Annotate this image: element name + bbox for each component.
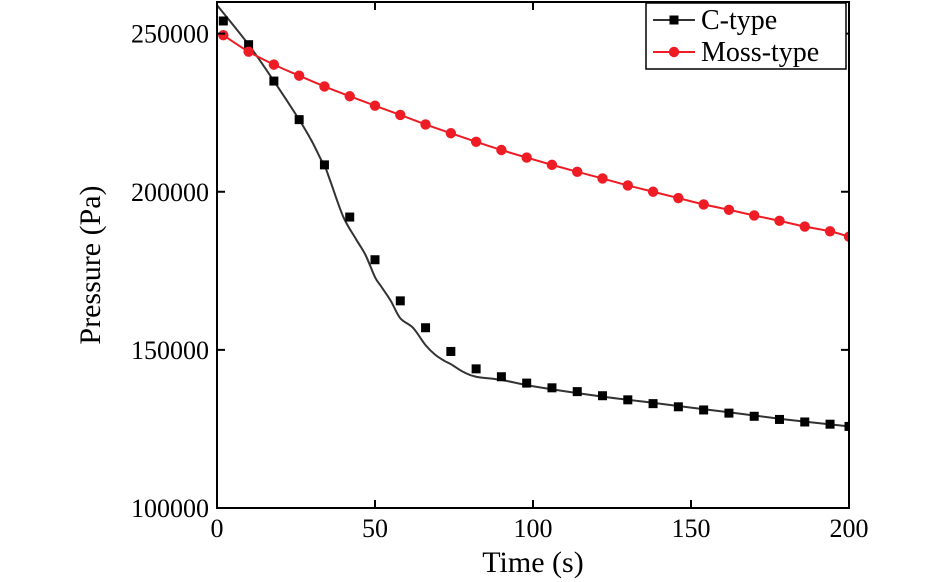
data-point: [647, 186, 659, 197]
data-point: [572, 387, 582, 397]
data-point: [496, 372, 506, 382]
legend-item-0: C-type: [653, 5, 777, 36]
data-point: [799, 221, 810, 232]
data-point: [294, 115, 304, 125]
legend-marker: [668, 46, 680, 58]
legend-box: [645, 2, 847, 70]
y-tick-label: 200000: [131, 178, 209, 207]
data-point: [496, 144, 507, 156]
data-point: [698, 199, 709, 210]
data-point: [421, 323, 431, 333]
x-tick-label: 100: [514, 514, 553, 543]
data-point: [243, 46, 254, 57]
data-point: [699, 405, 709, 415]
x-axis-title: Time (s): [482, 546, 583, 579]
data-point: [572, 166, 583, 178]
data-point: [648, 399, 658, 409]
data-point: [293, 70, 305, 81]
data-point: [420, 119, 431, 130]
data-point: [844, 421, 849, 431]
data-point: [800, 417, 810, 427]
data-point: [370, 255, 380, 265]
data-point: [749, 210, 760, 221]
data-point: [470, 136, 482, 147]
data-point: [369, 100, 381, 111]
data-point: [269, 76, 279, 86]
y-tick-label: 150000: [131, 336, 209, 365]
data-point: [344, 91, 355, 102]
data-point: [824, 226, 836, 237]
data-point: [597, 173, 608, 184]
data-point: [598, 391, 608, 401]
data-point: [623, 395, 633, 405]
series-0: [217, 4, 849, 431]
data-point: [825, 419, 835, 429]
data-point: [268, 59, 280, 70]
data-point: [673, 192, 684, 204]
x-tick-label: 50: [362, 514, 388, 543]
data-point: [395, 109, 406, 121]
data-point: [319, 81, 330, 92]
data-point: [546, 159, 558, 171]
data-point: [345, 212, 355, 222]
data-point: [723, 204, 735, 215]
x-tick-label: 0: [211, 514, 224, 543]
y-tick-label: 250000: [131, 20, 209, 49]
legend-item-1: Moss-type: [653, 37, 819, 68]
data-point: [843, 231, 849, 242]
data-point: [547, 383, 557, 393]
data-point: [749, 411, 759, 421]
data-point: [522, 378, 532, 388]
x-tick-label: 200: [830, 514, 869, 543]
data-point: [445, 128, 457, 139]
x-tick-label: 150: [672, 514, 711, 543]
legend-label: Moss-type: [701, 37, 819, 68]
legend-label: C-type: [701, 5, 777, 36]
data-point: [244, 40, 254, 50]
data-point: [446, 346, 456, 356]
legend-marker: [669, 15, 679, 25]
data-point: [774, 215, 785, 227]
data-point: [218, 30, 229, 41]
series-layer: [217, 4, 849, 431]
y-tick-label: 100000: [131, 494, 209, 523]
axis-ticks: 0 50 100 150 200 100000 150000 200000 250000: [131, 2, 869, 543]
data-point: [774, 414, 784, 424]
data-point: [521, 152, 532, 163]
plot-frame: [216, 1, 850, 509]
data-point: [673, 402, 683, 412]
data-point: [724, 408, 734, 418]
series-1: [218, 30, 849, 242]
y-axis-title: Pressure (Pa): [74, 185, 107, 344]
data-point: [319, 160, 329, 170]
data-point: [471, 364, 481, 374]
plot-border: [216, 1, 850, 509]
data-point: [622, 180, 633, 191]
data-point: [395, 296, 405, 306]
data-point: [218, 16, 228, 26]
